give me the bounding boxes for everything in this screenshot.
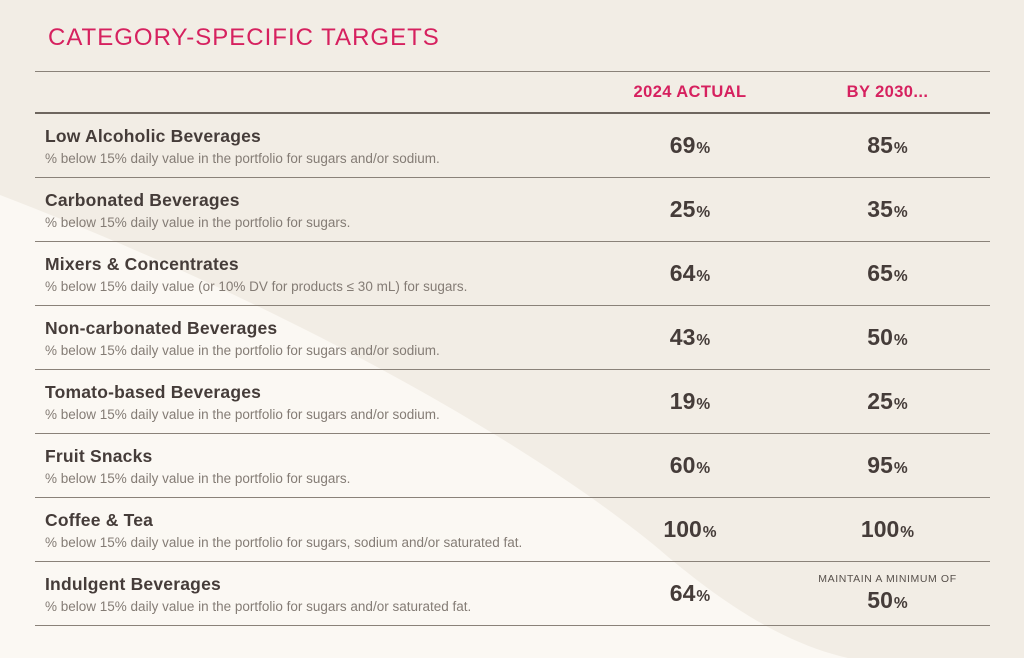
value-number: 64 [669,580,696,607]
percent-sign: % [893,396,908,414]
category-description: % below 15% daily value in the portfolio… [45,342,440,358]
table-row: Non-carbonated Beverages % below 15% dai… [35,306,990,370]
category-description: % below 15% daily value in the portfolio… [45,150,440,166]
category-name: Indulgent Beverages [45,573,221,594]
target-value: 85% [785,133,990,158]
category-name: Non-carbonated Beverages [45,317,278,338]
value-number: 69 [669,132,696,159]
value-number: 64 [669,260,696,287]
target-value: 95% [785,453,990,478]
category-cell: Low Alcoholic Beverages % below 15% dail… [35,126,595,166]
percent-sign: % [696,204,711,222]
category-description: % below 15% daily value (or 10% DV for p… [45,278,468,294]
page-title: CATEGORY-SPECIFIC TARGETS [48,24,440,51]
actual-value: 64% [595,261,785,286]
target-value: 50% [785,325,990,350]
percent-sign: % [893,332,908,350]
target-value: 65% [785,261,990,286]
actual-value: 60% [595,453,785,478]
category-description: % below 15% daily value in the portfolio… [45,598,472,614]
category-name: Coffee & Tea [45,509,154,530]
percent-sign: % [893,204,908,222]
category-description: % below 15% daily value in the portfolio… [45,214,351,230]
value-number: 100 [860,516,900,543]
category-cell: Carbonated Beverages % below 15% daily v… [35,190,595,230]
category-name: Carbonated Beverages [45,189,240,210]
category-name: Tomato-based Beverages [45,381,262,402]
value-number: 50 [867,587,893,614]
value-number: 35 [867,196,893,223]
percent-sign: % [893,460,908,478]
category-description: % below 15% daily value in the portfolio… [45,470,351,486]
actual-value: 64% [595,581,785,606]
value-number: 19 [669,388,696,415]
category-cell: Mixers & Concentrates % below 15% daily … [35,254,595,294]
actual-value: 43% [595,325,785,350]
col-header-target: BY 2030... [846,82,929,101]
percent-sign: % [696,140,711,158]
category-description: % below 15% daily value in the portfolio… [45,534,523,550]
value-number: 95 [867,452,893,479]
category-cell: Indulgent Beverages % below 15% daily va… [35,574,595,614]
actual-value: 19% [595,389,785,414]
col-header-actual: 2024 ACTUAL [633,82,747,101]
value-number: 65 [867,260,893,287]
targets-table: 2024 ACTUAL BY 2030... Low Alcoholic Bev… [35,71,990,626]
percent-sign: % [893,268,908,286]
category-name: Low Alcoholic Beverages [45,125,261,146]
percent-sign: % [893,595,908,613]
percent-sign: % [696,268,711,286]
value-number: 43 [669,324,696,351]
category-cell: Non-carbonated Beverages % below 15% dai… [35,318,595,358]
percent-sign: % [893,140,908,158]
percent-sign: % [696,396,711,414]
value-number: 100 [663,516,702,543]
table-row: Carbonated Beverages % below 15% daily v… [35,178,990,242]
table-row: Fruit Snacks % below 15% daily value in … [35,434,990,498]
target-value: MAINTAIN A MINIMUM OF 50% [785,574,990,613]
table-row: Mixers & Concentrates % below 15% daily … [35,242,990,306]
actual-value: 69% [595,133,785,158]
category-name: Fruit Snacks [45,445,153,466]
category-cell: Coffee & Tea % below 15% daily value in … [35,510,595,550]
category-cell: Fruit Snacks % below 15% daily value in … [35,446,595,486]
category-description: % below 15% daily value in the portfolio… [45,406,440,422]
target-value: 100% [785,517,990,542]
value-number: 60 [669,452,696,479]
table-row: Low Alcoholic Beverages % below 15% dail… [35,114,990,178]
category-name: Mixers & Concentrates [45,253,239,274]
target-value: 35% [785,197,990,222]
table-row: Indulgent Beverages % below 15% daily va… [35,562,990,626]
header-row: 2024 ACTUAL BY 2030... [35,72,990,114]
value-number: 85 [867,132,893,159]
percent-sign: % [900,524,915,542]
percent-sign: % [702,524,717,542]
table-row: Coffee & Tea % below 15% daily value in … [35,498,990,562]
category-cell: Tomato-based Beverages % below 15% daily… [35,382,595,422]
actual-value: 100% [595,517,785,542]
target-note: MAINTAIN A MINIMUM OF [818,573,957,586]
percent-sign: % [696,332,711,350]
table-row: Tomato-based Beverages % below 15% daily… [35,370,990,434]
target-value: 25% [785,389,990,414]
percent-sign: % [696,588,711,606]
value-number: 25 [669,196,696,223]
value-number: 25 [867,388,893,415]
top-rule [35,71,990,72]
target-value-line: 50% [785,588,990,613]
value-number: 50 [867,324,893,351]
percent-sign: % [696,460,711,478]
actual-value: 25% [595,197,785,222]
